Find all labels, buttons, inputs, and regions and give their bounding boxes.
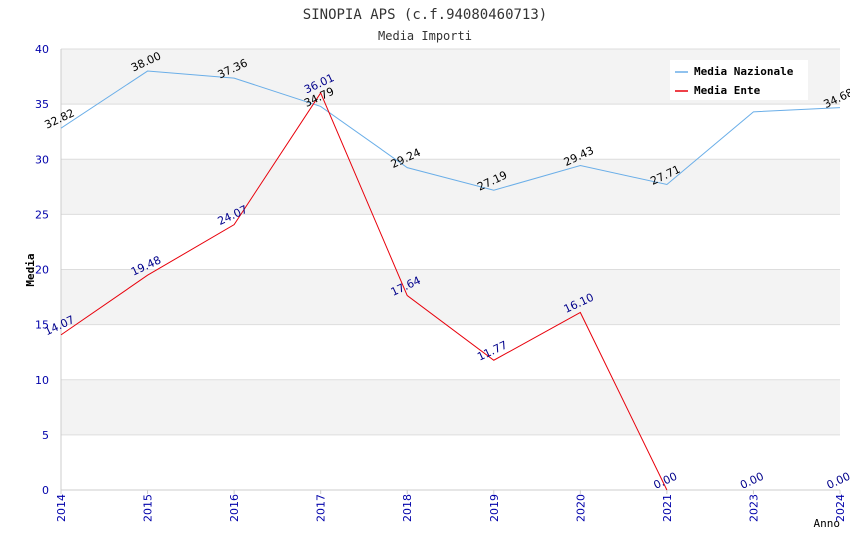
- plot-bands: [61, 49, 840, 435]
- y-tick-label: 35: [35, 98, 49, 111]
- y-tick-label: 15: [35, 319, 49, 332]
- legend: Media Nazionale Media Ente: [670, 60, 808, 100]
- x-tick-label: 2018: [401, 494, 414, 522]
- plot-band: [61, 159, 840, 215]
- y-axis-ticks: 0 5 10 15 20 25 30 35 40: [35, 43, 49, 497]
- x-axis-ticks: 2014 2015 2016 2017 2018 2019 2020 2021 2023 2024: [55, 490, 847, 522]
- chart-title: SINOPIA APS (c.f.94080460713): [303, 7, 547, 23]
- plot-band: [61, 269, 840, 325]
- data-label: 0.00: [738, 470, 766, 492]
- y-tick-label: 40: [35, 43, 49, 56]
- axes: [60, 49, 840, 491]
- x-tick-label: 2024: [834, 494, 847, 522]
- plot-band: [61, 379, 840, 435]
- y-tick-label: 5: [42, 429, 49, 442]
- legend-label-nazionale: Media Nazionale: [694, 65, 794, 78]
- x-axis-label: Anno: [814, 517, 841, 530]
- x-tick-label: 2016: [228, 494, 241, 522]
- y-tick-label: 10: [35, 374, 49, 387]
- legend-box: [670, 60, 808, 100]
- y-tick-label: 0: [42, 484, 49, 497]
- data-label: 0.00: [825, 470, 850, 492]
- y-axis-label: Media: [24, 253, 37, 286]
- data-label: 0.00: [652, 470, 680, 492]
- x-tick-label: 2019: [488, 494, 501, 522]
- series-line-0: [60, 70, 841, 191]
- series-line-1: [60, 91, 668, 491]
- data-label: 14.07: [42, 313, 76, 338]
- series-lines: [60, 70, 841, 491]
- x-tick-label: 2014: [55, 494, 68, 522]
- x-tick-label: 2021: [661, 494, 674, 522]
- legend-label-ente: Media Ente: [694, 84, 761, 97]
- y-tick-label: 30: [35, 153, 49, 166]
- data-label: 11.77: [475, 339, 509, 364]
- x-tick-label: 2015: [142, 494, 155, 522]
- x-tick-label: 2020: [574, 494, 587, 522]
- y-tick-label: 25: [35, 208, 49, 221]
- y-tick-label: 20: [35, 264, 49, 277]
- x-tick-label: 2023: [747, 494, 760, 522]
- x-tick-label: 2017: [315, 494, 328, 522]
- chart-subtitle: Media Importi: [378, 29, 472, 43]
